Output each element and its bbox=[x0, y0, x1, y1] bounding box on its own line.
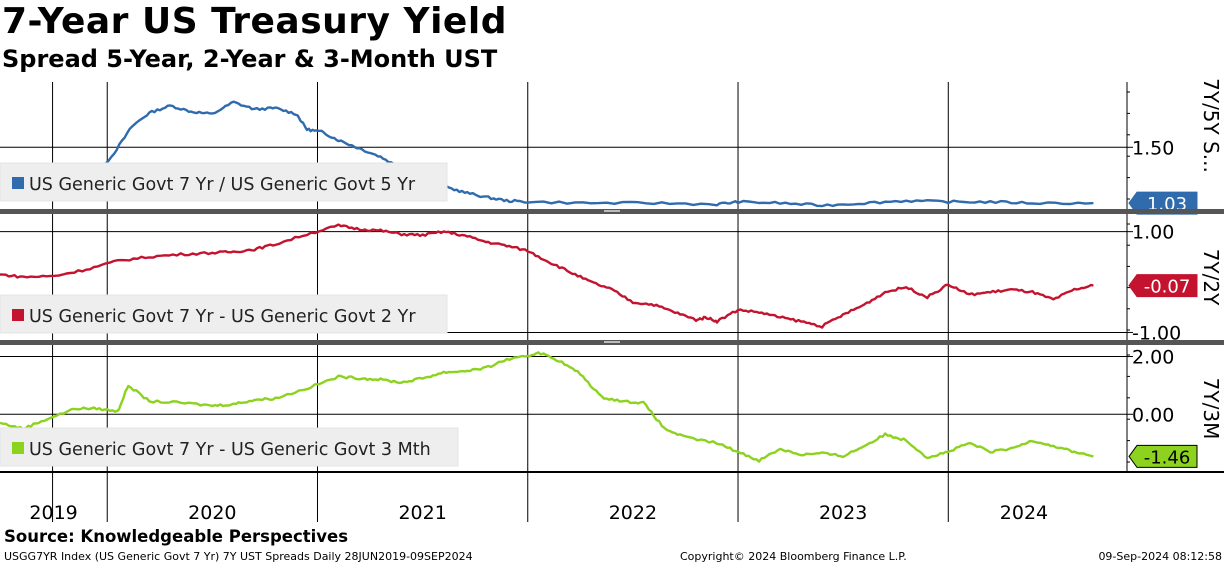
legend-label: US Generic Govt 7 Yr - US Generic Govt 3… bbox=[29, 440, 431, 460]
legend-label: US Generic Govt 7 Yr - US Generic Govt 2… bbox=[29, 307, 416, 327]
legend-swatch bbox=[12, 309, 24, 321]
last-value-tag bbox=[1128, 274, 1198, 298]
series-line-3 bbox=[0, 351, 1094, 463]
y-tick-label: 1.50 bbox=[1132, 137, 1174, 159]
chart-subtitle: Spread 5-Year, 2-Year & 3-Month UST bbox=[2, 45, 498, 73]
panel-axis-title: 7Y/2Y bbox=[1199, 249, 1223, 306]
source-label: Source: Knowledgeable Perspectives bbox=[4, 527, 349, 546]
y-tick-label: -1.00 bbox=[1132, 322, 1181, 344]
legend-box bbox=[0, 162, 448, 202]
last-value-label: -1.46 bbox=[1144, 447, 1191, 468]
panel-separator-handle bbox=[604, 210, 620, 212]
last-value-tag bbox=[1128, 444, 1198, 468]
last-value-label: -0.07 bbox=[1144, 277, 1191, 298]
chart-title: 7-Year US Treasury Yield bbox=[2, 1, 507, 42]
y-tick-label: 2.00 bbox=[1132, 347, 1174, 369]
legend-label: US Generic Govt 7 Yr / US Generic Govt 5… bbox=[29, 175, 416, 195]
legend-swatch bbox=[12, 177, 24, 189]
legend-box bbox=[0, 294, 448, 334]
panel-axis-title: 7Y/5Y S... bbox=[1199, 78, 1223, 173]
x-tick-label: 2024 bbox=[1000, 502, 1048, 524]
x-tick-label: 2021 bbox=[398, 502, 446, 524]
legend-box bbox=[0, 427, 459, 467]
y-tick-label: 1.00 bbox=[1132, 222, 1174, 244]
footer-copyright: Copyright© 2024 Bloomberg Finance L.P. bbox=[680, 550, 907, 563]
panel-axis-title: 7Y/3M bbox=[1199, 378, 1223, 440]
y-tick-label: 0.00 bbox=[1132, 404, 1174, 426]
footer-ticker-info: USGG7YR Index (US Generic Govt 7 Yr) 7Y … bbox=[4, 550, 473, 563]
panel-separator-handle bbox=[604, 341, 620, 343]
x-tick-label: 2023 bbox=[819, 502, 867, 524]
x-tick-label: 2020 bbox=[188, 502, 236, 524]
series-line-2 bbox=[0, 223, 1094, 329]
x-tick-label: 2022 bbox=[609, 502, 657, 524]
x-tick-label: 2019 bbox=[29, 502, 77, 524]
footer-timestamp: 09-Sep-2024 08:12:58 bbox=[1098, 550, 1222, 563]
legend-swatch bbox=[12, 442, 24, 454]
